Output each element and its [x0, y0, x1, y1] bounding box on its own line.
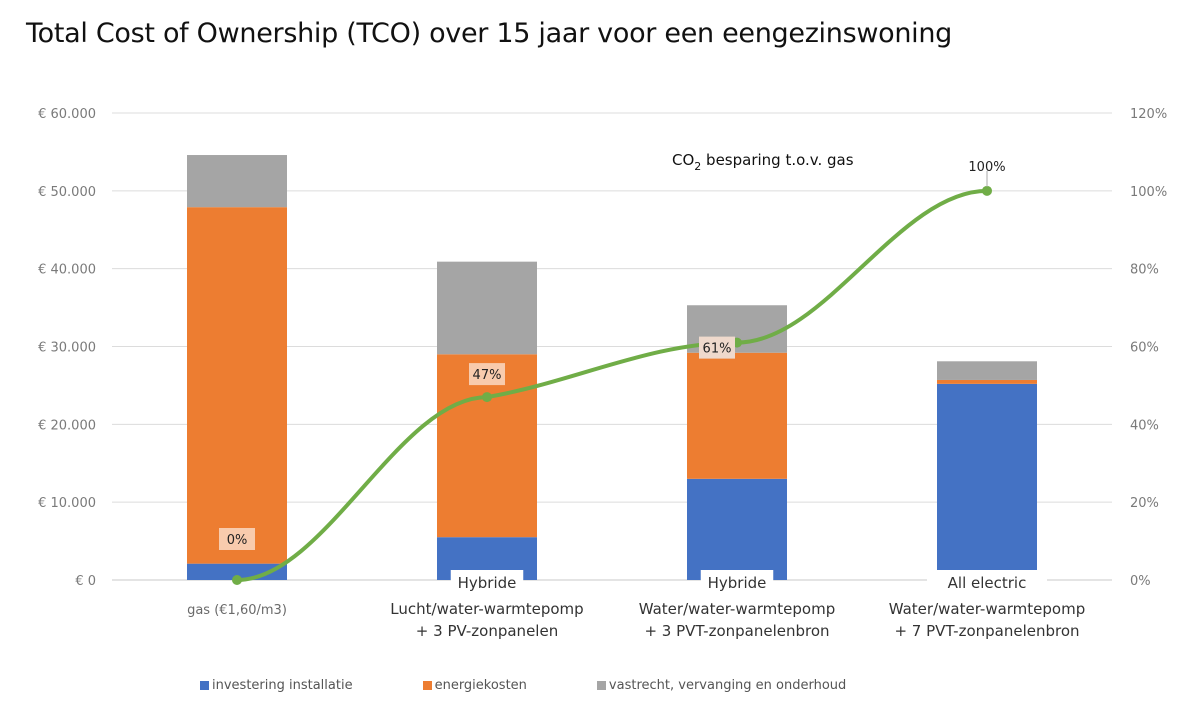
- y-tick-label: € 0: [75, 574, 96, 589]
- category-top-bg: [450, 570, 524, 590]
- y-tick-label: € 30.000: [38, 341, 96, 356]
- y2-tick-label: 20%: [1130, 496, 1159, 511]
- bars: [187, 155, 1037, 580]
- y2-tick-label: 0%: [1130, 574, 1151, 589]
- legend-item: investering installatie: [200, 678, 353, 693]
- bar-segment-investering-installatie: [937, 383, 1037, 580]
- legend-swatch: [596, 681, 606, 690]
- category-label: Water/water-warmtepomp: [889, 600, 1086, 618]
- y-tick-label: € 10.000: [38, 496, 96, 511]
- bar-segment-investering-installatie: [687, 478, 787, 580]
- category-label: Water/water-warmtepomp: [639, 600, 836, 618]
- co2-line-point: [232, 575, 242, 585]
- y2-tick-label: 60%: [1130, 341, 1159, 356]
- co2-line-path: [235, 188, 989, 582]
- data-label-bg: [469, 363, 505, 386]
- legend-swatch: [200, 681, 209, 690]
- co2-line-point: [982, 185, 992, 196]
- x-axis-categories: gas (€1,60/m3) Hybride Lucht/water-warmtep…: [187, 570, 1085, 640]
- co2-line-point: [482, 392, 492, 403]
- legend: investering installatie energiekosten vast…: [200, 678, 916, 693]
- chart: € 0 € 10.000 € 20.000 € 30.000 € 40.000 € 50.…: [38, 107, 1167, 640]
- y2-tick-label: 80%: [1130, 263, 1159, 278]
- y-tick-label: € 40.000: [38, 263, 96, 278]
- category-top-bg: [927, 570, 1047, 590]
- data-label: 0%: [227, 533, 248, 548]
- data-label-bg: [699, 336, 735, 359]
- y-tick-label: € 60.000: [38, 107, 96, 122]
- category-label: gas (€1,60/m3): [187, 603, 287, 618]
- y-tick-label: € 50.000: [38, 185, 96, 200]
- category-top-bg: [700, 570, 774, 590]
- category-label: Lucht/water-warmtepomp: [390, 600, 583, 618]
- category-top-label: Hybride: [458, 574, 517, 592]
- chart-title: Total Cost of Ownership (TCO) over 15 ja…: [26, 18, 953, 49]
- data-label: 61%: [703, 342, 732, 357]
- bar-segment-vastrecht: [937, 361, 1037, 380]
- bar-segment-vastrecht: [437, 261, 537, 355]
- y2-tick-label: 40%: [1130, 418, 1159, 433]
- data-label: 100%: [968, 160, 1005, 175]
- bar-segment-vastrecht: [187, 155, 287, 208]
- legend-swatch: [422, 681, 432, 690]
- category-label: + 3 PV-zonpanelen: [416, 622, 558, 640]
- legend-item: energiekosten: [422, 678, 527, 693]
- category-label: + 7 PVT-zonpanelenbron: [894, 622, 1079, 640]
- y-axis-primary: € 0 € 10.000 € 20.000 € 30.000 € 40.000 € 50.…: [38, 107, 96, 589]
- bar-segment-energiekosten: [937, 379, 1037, 384]
- co2-annotation: CO2 besparing t.o.v. gas: [672, 151, 854, 173]
- y2-tick-label: 120%: [1130, 107, 1167, 122]
- legend-item: vastrecht, vervanging en onderhoud: [596, 678, 847, 693]
- category-top-label: Hybride: [708, 574, 767, 592]
- category-top-label: All electric: [948, 574, 1027, 592]
- y-axis-secondary: 0% 20% 40% 60% 80% 100% 120%: [1130, 107, 1167, 589]
- co2-line: 0% 47% 61% 100%: [219, 160, 1006, 585]
- category-label: + 3 PVT-zonpanelenbron: [644, 622, 829, 640]
- bar-segment-energiekosten: [187, 207, 287, 564]
- y-tick-label: € 20.000: [38, 418, 96, 433]
- data-label-bg: [219, 528, 255, 550]
- data-label: 47%: [473, 368, 502, 383]
- bar-segment-energiekosten: [687, 352, 787, 479]
- legend-label: investering installatie: [212, 678, 353, 693]
- y2-tick-label: 100%: [1130, 185, 1167, 200]
- legend-label: vastrecht, vervanging en onderhoud: [608, 678, 847, 693]
- legend-label: energiekosten: [434, 678, 527, 693]
